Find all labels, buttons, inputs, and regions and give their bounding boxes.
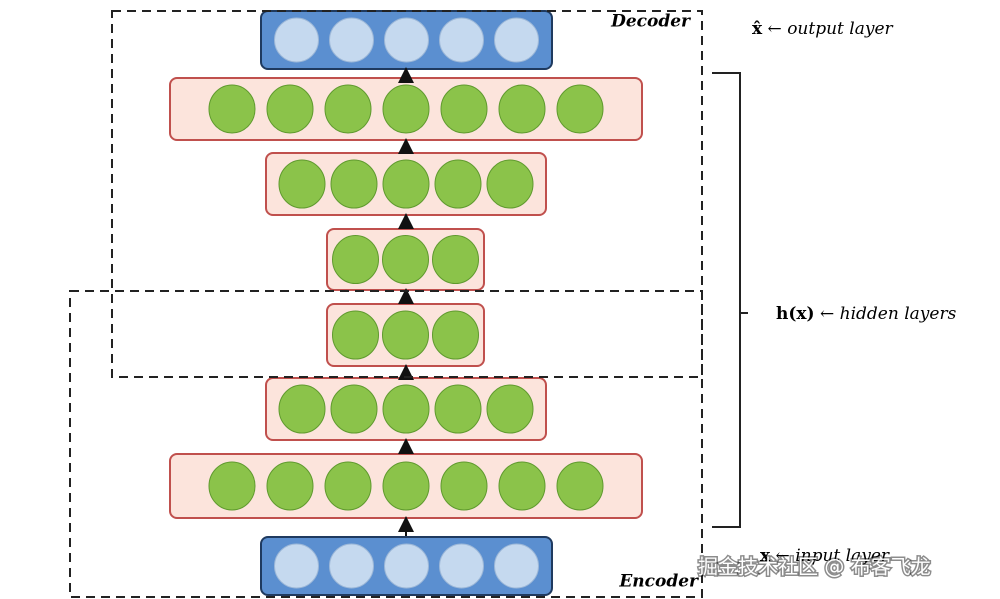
hidden-node <box>440 461 488 511</box>
output-symbol: x̂ <box>752 19 763 39</box>
io-node <box>274 17 319 63</box>
hidden-node <box>432 310 479 360</box>
input-label: x ← input layer <box>760 546 890 566</box>
hidden-node <box>434 384 482 434</box>
hidden-node <box>486 384 534 434</box>
encoder-label: Encoder <box>618 572 699 592</box>
output-text: ← output layer <box>768 19 894 39</box>
io-node <box>439 543 484 589</box>
hidden-node <box>434 159 482 209</box>
io-node <box>329 17 374 63</box>
hidden-node <box>382 159 430 209</box>
hidden-node <box>432 235 479 284</box>
hidden-label: h(x) ← hidden layers <box>776 304 957 324</box>
hidden-node <box>330 159 378 209</box>
hidden-node <box>324 461 372 511</box>
hidden-node <box>278 384 326 434</box>
hidden-node <box>332 310 379 360</box>
encoder-box <box>69 290 703 598</box>
hidden-node <box>332 235 379 284</box>
hidden-node <box>382 84 430 134</box>
hidden-node <box>498 461 546 511</box>
output-label: x̂ ← output layer <box>752 19 894 39</box>
hidden-node <box>382 461 430 511</box>
hidden-node <box>382 384 430 434</box>
io-node <box>439 17 484 63</box>
hidden-node <box>278 159 326 209</box>
hidden-node <box>556 461 604 511</box>
layers <box>169 10 643 596</box>
hidden-node <box>324 84 372 134</box>
io-node <box>494 17 539 63</box>
input-text: ← input layer <box>776 546 890 566</box>
hidden-node <box>556 84 604 134</box>
hidden-symbol: h(x) <box>776 304 815 324</box>
hidden-node <box>498 84 546 134</box>
hidden-node <box>330 384 378 434</box>
io-node <box>329 543 374 589</box>
hidden-node <box>208 84 256 134</box>
hidden-bracket <box>712 72 748 528</box>
hidden-node <box>208 461 256 511</box>
watermark: 掘金技术社区 @ 布客飞龙 <box>698 555 931 579</box>
hidden-node <box>266 461 314 511</box>
decoder-box <box>111 10 703 378</box>
hidden-node <box>266 84 314 134</box>
input-symbol: x <box>760 546 771 566</box>
io-node <box>384 17 429 63</box>
io-node <box>494 543 539 589</box>
hidden-node <box>486 159 534 209</box>
hidden-node <box>382 235 429 284</box>
hidden-node <box>440 84 488 134</box>
io-node <box>384 543 429 589</box>
io-node <box>274 543 319 589</box>
hidden-text: ← hidden layers <box>820 304 957 324</box>
decoder-label: Decoder <box>610 12 691 32</box>
hidden-node <box>382 310 429 360</box>
